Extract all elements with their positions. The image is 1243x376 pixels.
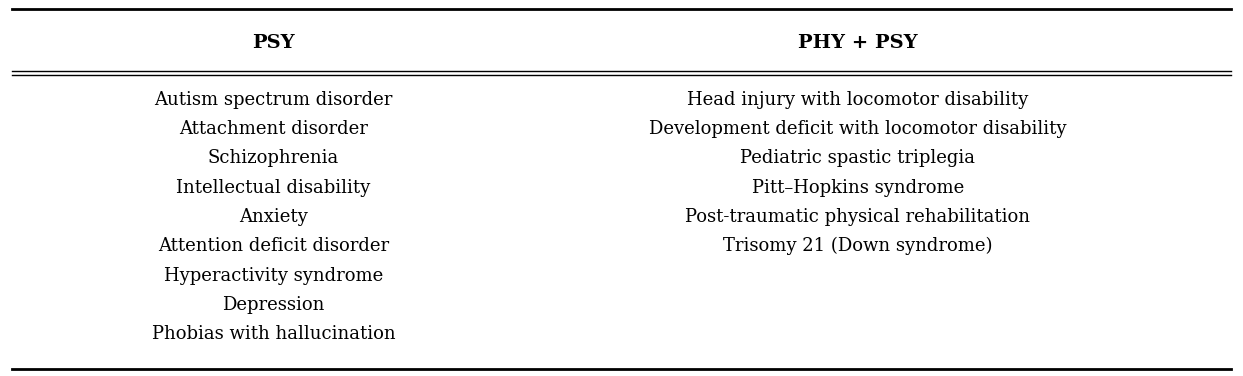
Text: Schizophrenia: Schizophrenia bbox=[208, 149, 339, 167]
Text: Trisomy 21 (Down syndrome): Trisomy 21 (Down syndrome) bbox=[723, 237, 992, 255]
Text: Post-traumatic physical rehabilitation: Post-traumatic physical rehabilitation bbox=[685, 208, 1030, 226]
Text: Pediatric spastic triplegia: Pediatric spastic triplegia bbox=[740, 149, 976, 167]
Text: Development deficit with locomotor disability: Development deficit with locomotor disab… bbox=[649, 120, 1066, 138]
Text: Pitt–Hopkins syndrome: Pitt–Hopkins syndrome bbox=[752, 179, 963, 197]
Text: Attachment disorder: Attachment disorder bbox=[179, 120, 368, 138]
Text: Anxiety: Anxiety bbox=[239, 208, 308, 226]
Text: Depression: Depression bbox=[222, 296, 324, 314]
Text: PHY + PSY: PHY + PSY bbox=[798, 34, 917, 52]
Text: Phobias with hallucination: Phobias with hallucination bbox=[152, 325, 395, 343]
Text: Intellectual disability: Intellectual disability bbox=[177, 179, 370, 197]
Text: Autism spectrum disorder: Autism spectrum disorder bbox=[154, 91, 393, 109]
Text: Head injury with locomotor disability: Head injury with locomotor disability bbox=[687, 91, 1028, 109]
Text: Attention deficit disorder: Attention deficit disorder bbox=[158, 237, 389, 255]
Text: PSY: PSY bbox=[252, 34, 295, 52]
Text: Hyperactivity syndrome: Hyperactivity syndrome bbox=[164, 267, 383, 285]
